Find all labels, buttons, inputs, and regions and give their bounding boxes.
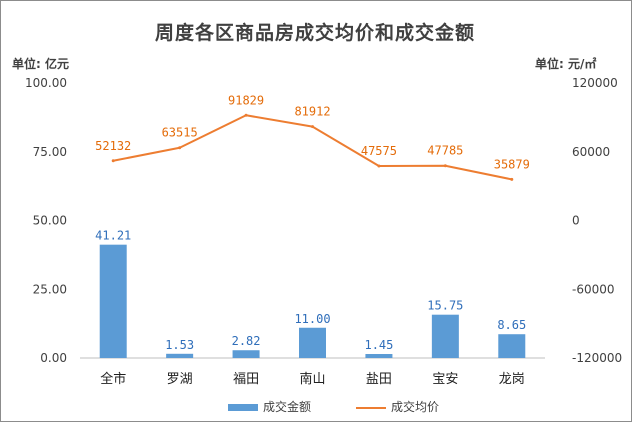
left-tick-label: 100.00 — [25, 76, 67, 90]
line-point — [111, 159, 115, 163]
bar — [498, 334, 526, 358]
left-tick-label: 25.00 — [33, 282, 67, 296]
left-tick-label: 0.00 — [40, 351, 67, 365]
chart-title: 周度各区商品房成交均价和成交金额 — [154, 22, 475, 44]
bar — [166, 353, 194, 358]
bar-value-label: 8.65 — [497, 318, 526, 332]
line-value-label: 52132 — [95, 139, 131, 153]
left-axis-unit: 单位: 亿元 — [12, 57, 69, 71]
bar — [232, 350, 260, 358]
line-value-label: 91829 — [228, 93, 264, 107]
category-label: 福田 — [233, 372, 259, 387]
right-tick-label: -120000 — [572, 351, 622, 365]
legend-swatch-bar — [228, 404, 258, 411]
left-tick-label: 75.00 — [33, 145, 67, 159]
bar — [99, 244, 127, 358]
bar-value-label: 1.53 — [165, 338, 194, 352]
line-value-label: 63515 — [162, 126, 198, 140]
line-point — [244, 113, 248, 117]
bar-value-label: 1.45 — [364, 338, 393, 352]
bar — [431, 314, 459, 358]
right-axis-unit: 单位: 元/㎡ — [535, 57, 597, 71]
line-point — [377, 164, 381, 168]
legend-swatch-line — [356, 407, 386, 409]
bar-value-label: 41.21 — [95, 229, 131, 243]
line-point — [178, 146, 182, 150]
line-value-label: 35879 — [494, 157, 530, 171]
line-point — [510, 177, 514, 181]
legend-label-line: 成交均价 — [391, 400, 440, 414]
category-label: 南山 — [299, 371, 325, 387]
bar — [365, 354, 393, 358]
bar-value-label: 15.75 — [427, 299, 463, 313]
category-label: 宝安 — [432, 372, 458, 387]
category-label: 全市 — [100, 371, 126, 387]
line-point — [311, 125, 314, 129]
right-tick-label: -60000 — [572, 282, 615, 296]
line-value-label: 47575 — [361, 144, 397, 158]
bar-value-label: 2.82 — [232, 334, 261, 348]
right-tick-label: 60000 — [572, 145, 610, 159]
legend-label-bar: 成交金额 — [263, 400, 312, 414]
category-label: 盐田 — [366, 372, 392, 387]
right-tick-label: 0 — [572, 214, 580, 228]
bar-value-label: 11.00 — [294, 312, 330, 326]
category-label: 龙岗 — [499, 372, 525, 387]
bar — [299, 327, 326, 358]
left-tick-label: 50.00 — [33, 214, 67, 228]
line-value-label: 47785 — [427, 144, 463, 158]
category-label: 罗湖 — [167, 372, 193, 387]
line-point — [443, 164, 447, 168]
line-value-label: 81912 — [294, 105, 330, 119]
right-tick-label: 120000 — [572, 76, 618, 90]
